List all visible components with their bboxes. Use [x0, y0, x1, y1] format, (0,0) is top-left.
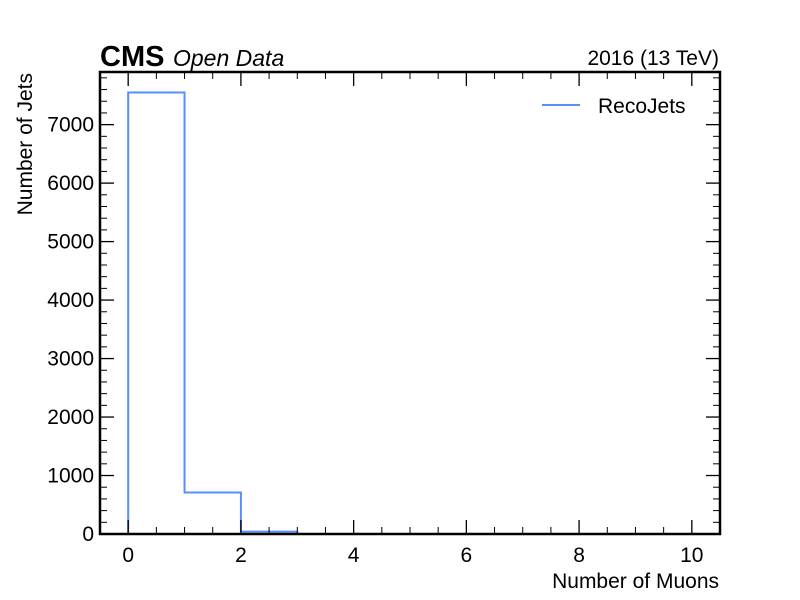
- plot-frame: [98, 70, 722, 536]
- y-tick-label: 3000: [47, 348, 94, 371]
- histogram-layer: [127, 91, 692, 535]
- y-tick-label: 6000: [47, 172, 94, 195]
- x-tick-label: 8: [573, 544, 585, 567]
- histogram-bin: [128, 92, 184, 534]
- legend-label-recojets: RecoJets: [598, 95, 686, 118]
- axis-ticks: 0 2 4 6 8 10 0 1000 2000 3000 4000 5000 6000 7000: [47, 72, 721, 567]
- x-axis-label: Number of Muons: [552, 570, 719, 593]
- y-tick-label: 7000: [47, 114, 94, 137]
- energy-label: 2016 (13 TeV): [587, 47, 719, 70]
- histogram-step-recojets: [127, 91, 692, 535]
- legend: RecoJets: [542, 95, 686, 118]
- y-tick-label: 0: [82, 523, 94, 546]
- x-tick-label: 2: [235, 544, 247, 567]
- y-axis-label: Number of Jets: [14, 73, 37, 215]
- y-tick-label: 2000: [47, 406, 94, 429]
- y-tick-label: 4000: [47, 289, 94, 312]
- x-tick-label: 10: [680, 544, 703, 567]
- experiment-label: CMS: [100, 41, 164, 73]
- tag-label: Open Data: [173, 45, 284, 71]
- x-tick-label: 6: [461, 544, 473, 567]
- y-tick-label: 5000: [47, 231, 94, 254]
- x-tick-label: 4: [348, 544, 360, 567]
- x-tick-label: 0: [122, 544, 134, 567]
- y-tick-label: 1000: [47, 465, 94, 488]
